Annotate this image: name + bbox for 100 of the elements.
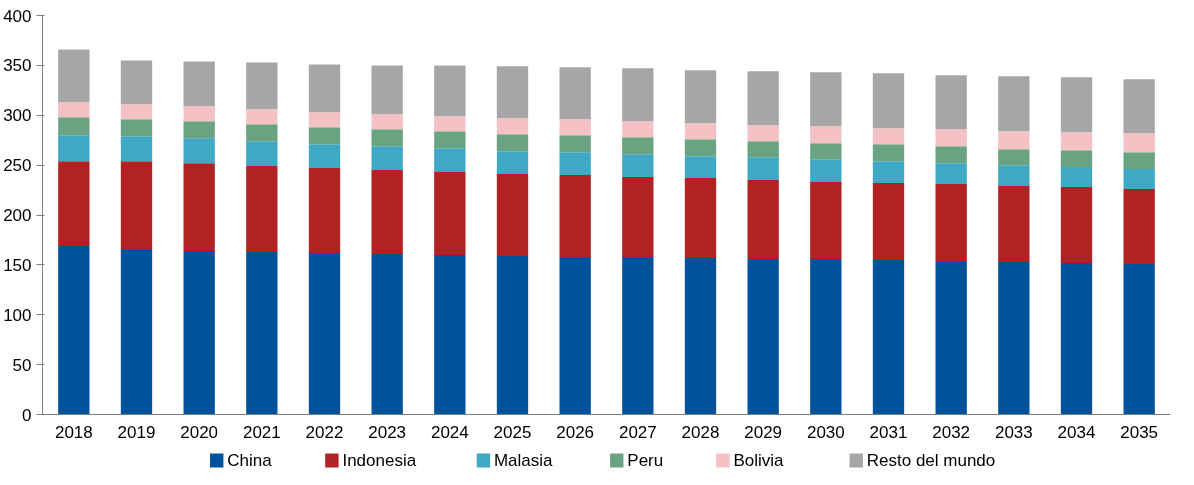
- bar: [810, 126, 842, 144]
- bar: [998, 165, 1030, 187]
- y-tick-label: 300: [3, 106, 32, 126]
- bar: [496, 134, 529, 152]
- bar: [183, 121, 215, 139]
- bar: [1123, 189, 1155, 264]
- bar: [1123, 152, 1155, 170]
- y-tick-label: 400: [3, 6, 32, 26]
- bar: [998, 76, 1030, 132]
- bar: [183, 250, 215, 415]
- bar: [1060, 77, 1093, 133]
- bar: [935, 129, 967, 147]
- y-tick-label: 250: [3, 156, 32, 176]
- bar: [684, 156, 717, 179]
- bar: [684, 70, 717, 124]
- bar: [1060, 187, 1093, 263]
- x-tick-label: 2023: [368, 422, 407, 442]
- bar: [1123, 79, 1155, 134]
- legend-label: Malasia: [493, 451, 554, 470]
- bar: [496, 66, 529, 119]
- bar: [183, 138, 215, 164]
- bar: [747, 125, 779, 142]
- bar: [559, 256, 591, 415]
- legend-label: China: [227, 451, 273, 470]
- bar: [872, 128, 905, 145]
- y-tick-label: 100: [3, 305, 32, 325]
- bar: [58, 117, 90, 136]
- bar: [684, 139, 717, 157]
- x-tick-label: 2019: [117, 422, 156, 442]
- bar: [246, 166, 278, 252]
- y-tick-label: 350: [3, 56, 32, 76]
- bar: [622, 154, 654, 178]
- bar: [371, 129, 403, 147]
- bar: [371, 146, 403, 171]
- y-tick-label: 50: [12, 355, 32, 375]
- bar: [684, 123, 717, 140]
- bar: [496, 255, 529, 415]
- bar: [1060, 132, 1093, 151]
- legend-label: Peru: [627, 451, 664, 470]
- bar: [935, 184, 967, 261]
- bar: [747, 180, 779, 259]
- bar: [872, 183, 905, 260]
- bar: [246, 62, 278, 110]
- bar: [308, 252, 341, 415]
- bar: [434, 131, 466, 149]
- y-tick-label: 200: [3, 206, 32, 225]
- bar: [1060, 167, 1093, 188]
- y-tick-label: 150: [3, 255, 32, 275]
- x-tick-label: 2024: [430, 422, 469, 442]
- bar: [1123, 169, 1155, 190]
- bar: [120, 60, 153, 105]
- bar: [935, 163, 967, 185]
- bar: [434, 172, 466, 255]
- bar: [183, 106, 215, 122]
- bar: [998, 186, 1030, 262]
- bar: [496, 174, 529, 256]
- bar: [684, 257, 717, 415]
- x-tick-label: 2035: [1120, 422, 1159, 442]
- bar: [622, 137, 654, 155]
- x-tick-label: 2021: [242, 422, 281, 442]
- legend-label: Indonesia: [342, 451, 417, 470]
- x-tick-label: 2030: [806, 422, 845, 442]
- bar: [559, 175, 591, 257]
- bar: [371, 170, 403, 254]
- bar: [434, 116, 466, 132]
- x-tick-label: 2026: [556, 422, 595, 442]
- bar: [1060, 262, 1093, 415]
- bar: [308, 64, 341, 113]
- bar: [622, 68, 654, 122]
- bar: [183, 61, 215, 107]
- bar: [120, 161, 153, 249]
- bar: [684, 178, 717, 258]
- bar: [622, 121, 654, 138]
- bar: [872, 259, 905, 415]
- bar: [1060, 150, 1093, 168]
- bar: [810, 182, 842, 259]
- bar: [496, 151, 529, 175]
- x-tick-label: 2034: [1057, 422, 1096, 442]
- x-tick-label: 2022: [305, 422, 344, 442]
- bar: [935, 146, 967, 164]
- bar: [58, 245, 90, 415]
- bar: [120, 119, 153, 137]
- bar: [622, 256, 654, 415]
- bar: [371, 114, 403, 130]
- x-tick-label: 2033: [994, 422, 1033, 442]
- bar: [246, 124, 278, 142]
- bar: [747, 157, 779, 181]
- y-tick-label: 0: [22, 405, 32, 425]
- bar: [371, 65, 403, 115]
- bar: [810, 72, 842, 127]
- bar: [120, 248, 153, 415]
- x-tick-label: 2020: [180, 422, 219, 442]
- x-tick-label: 2029: [744, 422, 783, 442]
- x-tick-label: 2032: [932, 422, 971, 442]
- bar: [58, 49, 90, 103]
- bar: [58, 161, 90, 246]
- bar: [308, 168, 341, 253]
- bar: [120, 136, 153, 162]
- bar: [935, 75, 967, 130]
- bar: [120, 104, 153, 120]
